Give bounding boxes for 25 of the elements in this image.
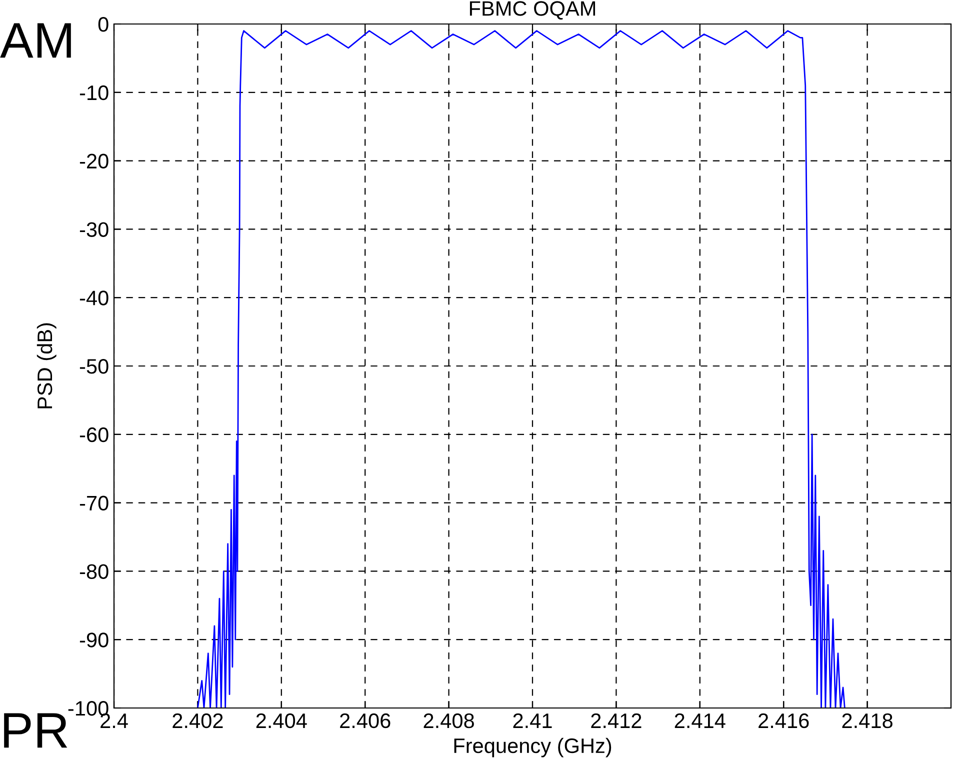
y-tick-label: -70	[80, 496, 108, 511]
x-axis-title: Frequency (GHz)	[454, 738, 612, 758]
x-tick-label: 2.406	[340, 713, 390, 728]
x-tick-label: 2.414	[674, 713, 726, 728]
x-tick-label: 2.402	[172, 713, 223, 728]
x-tick-label: 2.412	[591, 713, 642, 728]
x-tick-label: 2.408	[424, 713, 474, 728]
y-tick-label: -80	[80, 564, 108, 579]
y-tick-label: -60	[80, 427, 108, 442]
y-tick-label: -40	[80, 290, 108, 306]
y-tick-label: -50	[80, 359, 108, 374]
line-series	[197, 30, 846, 708]
x-tick-label: 2.404	[256, 713, 307, 728]
y-tick-label: -20	[80, 154, 108, 169]
y-tick-label: -10	[80, 85, 108, 100]
y-tick-label: -90	[80, 632, 108, 648]
x-tick-label: 2.41	[513, 713, 552, 728]
text: AM	[0, 23, 71, 58]
y-tick-label: -30	[80, 222, 108, 237]
y-axis-title: PSD (dB)	[36, 323, 56, 408]
x-tick-label: 2.416	[758, 713, 809, 728]
y-tick-label: 0	[98, 17, 108, 32]
chart-title: FBMC OQAM	[470, 1, 596, 20]
text: PR	[4, 713, 68, 748]
x-tick-label: 2.418	[842, 713, 892, 728]
